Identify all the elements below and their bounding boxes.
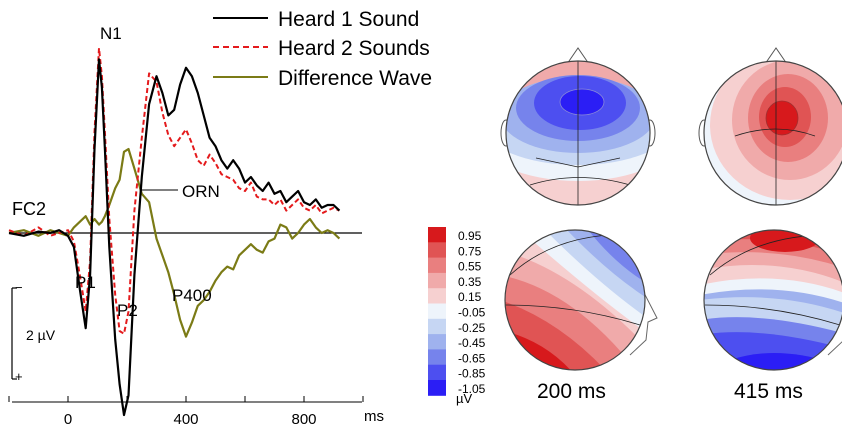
colorbar-swatch bbox=[428, 288, 446, 304]
channel-label: FC2 bbox=[12, 199, 46, 219]
scale-bar-positive-sign: + bbox=[15, 369, 23, 384]
colorbar-level-label: -0.65 bbox=[458, 351, 486, 365]
colorbar-level-label: 0.15 bbox=[458, 290, 482, 304]
annotation-p2: P2 bbox=[117, 301, 138, 320]
scalp-face-profile bbox=[629, 284, 658, 356]
scalp-map-200ms-side bbox=[504, 229, 658, 371]
time-tick-label: 400 bbox=[173, 411, 198, 428]
colorbar-labels: 0.950.75 0.550.350.15 -0.05-0.25-0.45-0.65… bbox=[458, 229, 486, 396]
colorbar-swatch bbox=[428, 227, 446, 243]
colorbar-level-label: 0.95 bbox=[458, 229, 482, 243]
scalp-nose bbox=[566, 47, 590, 65]
annotation-n1: N1 bbox=[100, 24, 122, 43]
amplitude-scale-bar: − 2 µV + bbox=[11, 280, 56, 384]
legend-entry-difference: Difference Wave bbox=[213, 67, 432, 90]
scalp-map-200ms-top bbox=[500, 47, 656, 206]
time-tick-label: 0 bbox=[64, 411, 72, 428]
scalp-map-415ms-side bbox=[703, 229, 842, 371]
series-line-heard-1-sound bbox=[8, 58, 341, 417]
legend: Heard 1 Sound Heard 2 Sounds Difference … bbox=[213, 8, 432, 90]
component-annotations: N1 P1 P2 ORN P400 bbox=[75, 24, 220, 320]
annotation-p400: P400 bbox=[172, 286, 212, 305]
time-tick-label: 800 bbox=[291, 411, 316, 428]
colorbar-swatch bbox=[428, 380, 446, 396]
colorbar-swatch bbox=[428, 364, 446, 381]
erp-series bbox=[8, 47, 341, 417]
legend-entry-heard-1: Heard 1 Sound bbox=[213, 8, 419, 31]
scalp-map-415ms-top bbox=[698, 47, 842, 206]
series-line-difference-wave bbox=[8, 147, 341, 338]
colorbar-swatch bbox=[428, 257, 446, 274]
colorbar-level-label: -0.05 bbox=[458, 306, 486, 320]
legend-label-heard-1: Heard 1 Sound bbox=[278, 8, 419, 31]
colorbar-unit: µV bbox=[456, 391, 472, 406]
colorbar-swatch bbox=[428, 242, 446, 259]
scale-bar-label: 2 µV bbox=[26, 327, 56, 343]
colorbar: 0.950.75 0.550.350.15 -0.05-0.25-0.45-0.65… bbox=[428, 227, 486, 406]
colorbar-level-label: 0.75 bbox=[458, 244, 482, 258]
colorbar-swatch bbox=[428, 334, 446, 350]
legend-label-difference: Difference Wave bbox=[278, 67, 432, 90]
colorbar-swatch bbox=[428, 349, 446, 366]
legend-entry-heard-2: Heard 2 Sounds bbox=[213, 37, 430, 60]
scalp-maps: 0.950.75 0.550.350.15 -0.05-0.25-0.45-0.65… bbox=[428, 47, 842, 406]
colorbar-level-label: -0.85 bbox=[458, 367, 486, 381]
colorbar-level-label: 0.55 bbox=[458, 260, 482, 274]
annotation-orn: ORN bbox=[182, 182, 220, 201]
annotation-p1: P1 bbox=[75, 273, 96, 292]
time-axis-unit: ms bbox=[364, 408, 384, 425]
erp-chart: 0 400 800 ms − 2 µV + FC2 N1 P1 P2 ORN P40… bbox=[8, 8, 432, 428]
scalp-nose bbox=[764, 47, 788, 65]
scale-bar-negative-sign: − bbox=[15, 280, 23, 295]
colorbar-level-label: -1.05 bbox=[458, 382, 486, 396]
colorbar-swatch bbox=[428, 318, 446, 335]
series-line-heard-2-sounds bbox=[8, 47, 340, 335]
time-axis: 0 400 800 ms bbox=[8, 396, 384, 428]
colorbar-level-label: -0.25 bbox=[458, 321, 486, 335]
colorbar-swatch bbox=[428, 303, 446, 320]
legend-label-heard-2: Heard 2 Sounds bbox=[278, 37, 430, 60]
timepoint-label-415ms: 415 ms bbox=[734, 380, 803, 403]
colorbar-level-label: 0.35 bbox=[458, 275, 482, 289]
time-axis-ticks: 0 400 800 bbox=[8, 396, 364, 428]
timepoint-label-200ms: 200 ms bbox=[537, 380, 606, 403]
colorbar-level-label: -0.45 bbox=[458, 336, 486, 350]
colorbar-swatches bbox=[428, 227, 446, 396]
colorbar-swatch bbox=[428, 272, 446, 289]
